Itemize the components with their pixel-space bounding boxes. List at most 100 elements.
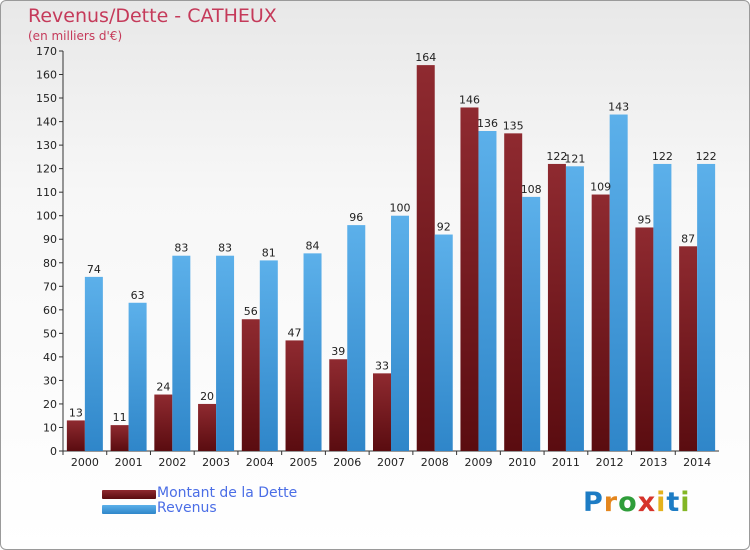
- bar-dette: [66, 420, 85, 451]
- data-label-revenus: 122: [652, 150, 673, 163]
- y-tick-label: 50: [43, 327, 57, 340]
- x-tick-label: 2012: [596, 456, 624, 469]
- bar-dette: [110, 425, 129, 451]
- data-label-dette: 20: [200, 390, 214, 403]
- y-tick-label: 160: [36, 69, 57, 82]
- data-label-revenus: 81: [262, 246, 276, 259]
- x-tick-label: 2009: [464, 456, 492, 469]
- bar-revenus: [522, 196, 541, 451]
- logo-letter: r: [603, 487, 619, 518]
- chart-bars: [66, 65, 716, 452]
- bar-dette: [679, 246, 698, 451]
- data-label-dette: 164: [415, 51, 436, 64]
- logo-letter: i: [680, 487, 691, 518]
- data-label-revenus: 143: [608, 101, 629, 114]
- logo-letter: x: [637, 487, 657, 518]
- y-tick-label: 140: [36, 116, 57, 129]
- bar-revenus: [653, 163, 672, 452]
- y-tick-label: 0: [50, 445, 57, 458]
- logo-letter: P: [583, 487, 604, 518]
- y-tick-label: 80: [43, 257, 57, 270]
- bar-revenus: [478, 131, 497, 451]
- bar-dette: [460, 107, 479, 452]
- data-label-dette: 135: [503, 119, 524, 132]
- bar-dette: [329, 359, 348, 451]
- data-label-dette: 47: [288, 326, 302, 339]
- data-label-revenus: 122: [696, 150, 717, 163]
- x-tick-label: 2011: [552, 456, 580, 469]
- chart-subtitle: (en milliers d'€): [28, 29, 123, 43]
- data-label-dette: 39: [331, 345, 345, 358]
- legend-swatch-dette: [102, 490, 156, 499]
- y-tick-label: 10: [43, 421, 57, 434]
- chart-title: Revenus/Dette - CATHEUX: [28, 5, 277, 27]
- y-tick-label: 150: [36, 92, 57, 105]
- y-tick-label: 20: [43, 398, 57, 411]
- y-tick-label: 130: [36, 139, 57, 152]
- bar-revenus: [216, 255, 235, 451]
- data-label-revenus: 83: [218, 242, 232, 255]
- y-tick-label: 60: [43, 304, 57, 317]
- chart-data-labels: 13 11 24 20 56 47 39 33 164 146 135 122 109 95 87 74 63 8…: [69, 51, 717, 424]
- data-label-dette: 11: [113, 411, 127, 424]
- bar-dette: [154, 394, 173, 451]
- bar-dette: [416, 65, 435, 451]
- proxiti-logo: Proxiti: [583, 487, 691, 518]
- logo-letter: i: [656, 487, 667, 518]
- legend-label-revenus: Revenus: [157, 500, 217, 516]
- data-label-dette: 13: [69, 406, 83, 419]
- data-label-revenus: 96: [349, 211, 363, 224]
- data-label-revenus: 121: [564, 152, 585, 165]
- y-tick-label: 110: [36, 186, 57, 199]
- data-label-revenus: 136: [477, 117, 498, 130]
- data-label-dette: 109: [590, 181, 611, 194]
- bar-revenus: [259, 260, 278, 451]
- x-tick-label: 2008: [421, 456, 449, 469]
- bar-revenus: [303, 253, 322, 451]
- bar-dette: [285, 340, 304, 451]
- bar-dette: [504, 133, 523, 451]
- bar-dette: [373, 373, 391, 451]
- y-tick-label: 70: [43, 280, 57, 293]
- logo-letter: o: [618, 487, 638, 518]
- data-label-dette: 122: [546, 150, 567, 163]
- bar-revenus: [172, 255, 191, 451]
- data-label-dette: 33: [375, 359, 389, 372]
- legend-swatch-revenus: [102, 505, 156, 514]
- x-tick-label: 2010: [508, 456, 536, 469]
- data-label-dette: 146: [459, 93, 480, 106]
- x-tick-label: 2002: [158, 456, 186, 469]
- x-tick-label: 2007: [377, 456, 405, 469]
- y-tick-label: 170: [36, 45, 57, 58]
- bar-revenus: [565, 166, 584, 451]
- data-label-dette: 95: [637, 213, 651, 226]
- data-label-revenus: 100: [390, 202, 411, 215]
- bar-revenus: [347, 225, 366, 451]
- bar-revenus: [697, 163, 716, 452]
- data-label-revenus: 84: [306, 239, 320, 252]
- legend-label-dette: Montant de la Dette: [157, 485, 298, 501]
- bar-dette: [591, 194, 610, 451]
- x-tick-label: 2006: [333, 456, 361, 469]
- x-tick-label: 2004: [246, 456, 274, 469]
- data-label-revenus: 74: [87, 263, 101, 276]
- x-tick-label: 2014: [683, 456, 711, 469]
- data-label-dette: 24: [156, 381, 170, 394]
- bar-revenus: [609, 114, 628, 451]
- bar-dette: [198, 403, 217, 451]
- data-label-dette: 56: [244, 305, 258, 318]
- data-label-dette: 87: [681, 232, 695, 245]
- bar-revenus: [434, 234, 453, 451]
- x-tick-label: 2013: [639, 456, 667, 469]
- data-label-revenus: 83: [174, 242, 188, 255]
- data-label-revenus: 108: [521, 183, 542, 196]
- x-tick-label: 2001: [115, 456, 143, 469]
- logo-letter: t: [666, 487, 681, 518]
- x-tick-label: 2003: [202, 456, 230, 469]
- y-tick-label: 40: [43, 351, 57, 364]
- data-label-revenus: 63: [131, 289, 145, 302]
- data-label-revenus: 92: [437, 221, 451, 234]
- bar-revenus: [128, 302, 147, 451]
